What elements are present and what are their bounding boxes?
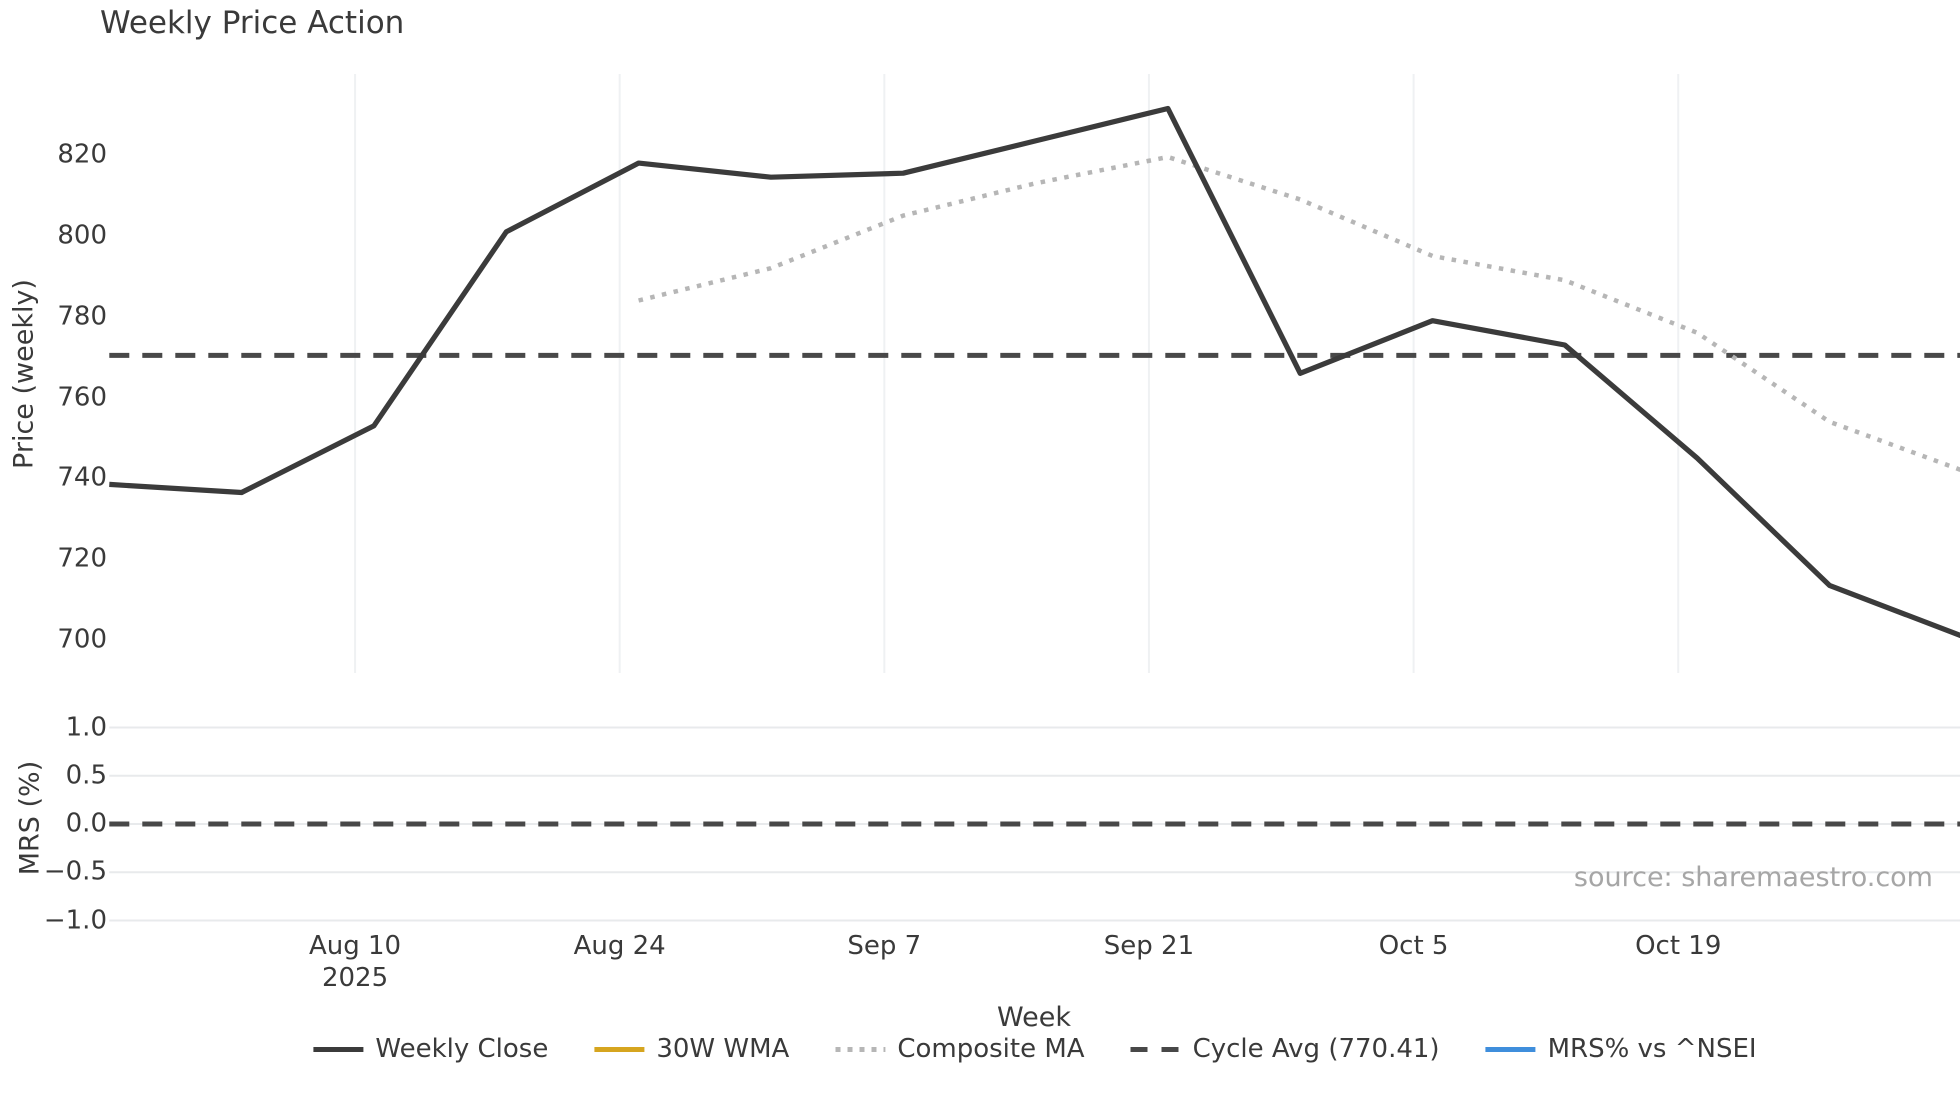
legend-label: MRS% vs ^NSEI xyxy=(1547,1034,1757,1064)
x-tick-label: Sep 7 xyxy=(847,931,922,961)
mrs-y-tick-label: 0.5 xyxy=(65,760,107,791)
legend-item: 30W WMA xyxy=(594,1034,789,1064)
legend-item: Weekly Close xyxy=(313,1034,548,1064)
legend: Weekly Close 30W WMA Composite MA Cycle Avg… xyxy=(313,1034,1757,1064)
x-axis-title: Week xyxy=(997,1002,1071,1033)
x-tick-year-label: 2025 xyxy=(321,963,389,993)
legend-swatch-solid-line-icon xyxy=(1485,1046,1536,1052)
price-y-tick-label: 720 xyxy=(57,543,107,574)
price-y-tick-label: 760 xyxy=(57,381,107,412)
x-tick-label: Oct 5 xyxy=(1378,931,1449,961)
x-tick-label: Oct 19 xyxy=(1635,931,1722,961)
composite-ma-dotted-line xyxy=(638,154,1960,473)
legend-label: Weekly Close xyxy=(375,1034,549,1064)
mrs-y-tick-label: 1.0 xyxy=(65,711,107,742)
legend-swatch-dashed-line-icon xyxy=(1130,1046,1181,1052)
x-tick-label: Aug 10 xyxy=(308,931,402,961)
mrs-y-tick-label: 0.0 xyxy=(65,808,107,839)
price-y-axis-title: Price (weekly) xyxy=(8,279,40,469)
legend-swatch-solid-line-icon xyxy=(313,1046,364,1052)
price-y-tick-label: 740 xyxy=(57,462,107,493)
legend-label: 30W WMA xyxy=(656,1034,790,1064)
mrs-y-tick-label: −1.0 xyxy=(43,904,107,935)
legend-swatch-solid-line-icon xyxy=(594,1046,645,1052)
price-vertical-gridlines xyxy=(354,74,1680,673)
price-y-tick-label: 700 xyxy=(57,624,107,655)
mrs-y-tick-label: −0.5 xyxy=(43,856,107,887)
legend-item: Composite MA xyxy=(835,1034,1085,1064)
chart-title: Weekly Price Action xyxy=(100,5,405,41)
legend-item: MRS% vs ^NSEI xyxy=(1485,1034,1757,1064)
legend-item: Cycle Avg (770.41) xyxy=(1130,1034,1440,1064)
x-tick-label: Sep 21 xyxy=(1103,931,1195,961)
source-credit: source: sharemaestro.com xyxy=(1573,862,1933,893)
x-tick-label: Aug 24 xyxy=(573,931,666,961)
weekly-close-line xyxy=(109,105,1960,639)
legend-swatch-dotted-line-icon xyxy=(835,1046,886,1052)
price-y-tick-label: 820 xyxy=(57,139,107,170)
legend-label: Composite MA xyxy=(897,1034,1085,1064)
mrs-y-axis-title: MRS (%) xyxy=(14,760,46,876)
price-y-tick-label: 780 xyxy=(57,301,107,332)
price-y-tick-label: 800 xyxy=(57,220,107,251)
legend-label: Cycle Avg (770.41) xyxy=(1192,1034,1440,1064)
